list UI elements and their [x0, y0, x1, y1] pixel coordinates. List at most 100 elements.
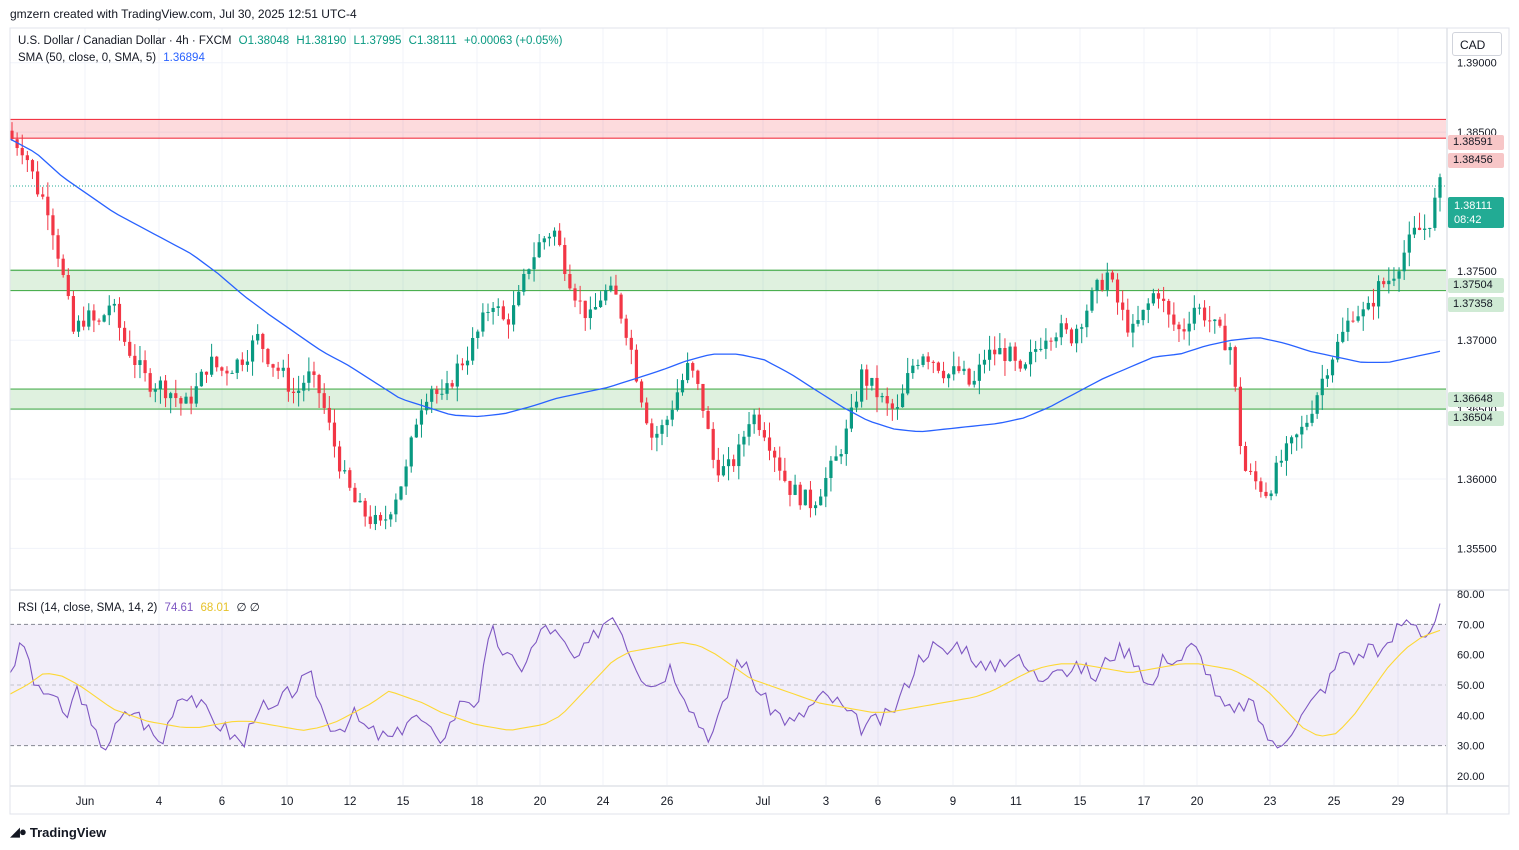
candle-body	[583, 300, 587, 319]
support-zone-1-bottom-tag: 1.37358	[1448, 297, 1504, 312]
candle-body	[1433, 197, 1437, 228]
candle-body	[1187, 323, 1191, 332]
last-price-value: 1.38111	[1454, 200, 1493, 212]
candle-body	[1300, 426, 1304, 435]
time-tick-label: 6	[875, 796, 881, 808]
candle-body	[511, 305, 516, 325]
rsi-label: RSI (14, close, SMA, 14, 2)	[18, 602, 158, 614]
candle-body	[1361, 309, 1365, 317]
candle-body	[312, 371, 316, 375]
sma-legend[interactable]: SMA (50, close, 0, SMA, 5) 1.36894	[18, 52, 209, 64]
candle-body	[353, 487, 357, 503]
candle-body	[619, 294, 623, 319]
candle-body	[1003, 348, 1007, 362]
candle-body	[1115, 279, 1120, 303]
chart-border	[9, 27, 1510, 815]
time-tick-label: 26	[661, 796, 674, 808]
candle-body	[204, 371, 209, 375]
candle-body	[76, 320, 81, 332]
candle-body	[435, 389, 439, 394]
candle-body	[133, 355, 137, 365]
candle-body	[184, 396, 188, 404]
time-tick-label: 15	[397, 796, 410, 808]
candle-body	[906, 373, 910, 394]
candle-body	[1090, 290, 1094, 311]
candle-body	[819, 496, 823, 506]
time-tick-label: 17	[1138, 796, 1151, 808]
candle-body	[1054, 337, 1058, 342]
candle-body	[808, 489, 813, 509]
time-tick-label: 24	[597, 796, 610, 808]
candle-body	[291, 391, 296, 393]
price-tick-label: 1.37000	[1457, 335, 1497, 347]
high-value: H1.38190	[296, 35, 347, 47]
candle-body	[1336, 341, 1340, 360]
candle-body	[839, 454, 843, 457]
candle-body	[665, 419, 669, 426]
rsi-tick-label: 20.00	[1457, 771, 1485, 783]
candle-body	[1284, 443, 1289, 461]
time-tick-label: 20	[1191, 796, 1204, 808]
candle-body	[343, 470, 347, 472]
candle-body	[261, 333, 265, 349]
candle-body	[276, 367, 280, 371]
candle-body	[1013, 346, 1017, 361]
candle-body	[911, 365, 915, 374]
candle-body	[952, 366, 956, 375]
candle-body	[1228, 347, 1232, 351]
candle-body	[1100, 279, 1104, 290]
time-tick-label: Jul	[756, 796, 771, 808]
candle-body	[798, 484, 802, 506]
candle-body	[773, 450, 777, 458]
candle-body	[481, 312, 485, 332]
tradingview-logo[interactable]: ◢● TradingView	[10, 824, 106, 840]
candle-body	[194, 386, 198, 404]
candle-body	[41, 194, 45, 197]
candle-body	[967, 368, 971, 385]
sma-line	[9, 138, 1441, 433]
candle-body	[476, 331, 480, 338]
candle-body	[1310, 413, 1314, 423]
candle-body	[250, 340, 255, 362]
candle-body	[1141, 309, 1145, 321]
candle-body	[568, 274, 572, 289]
rsi-tick-label: 40.00	[1457, 710, 1485, 722]
candle-body	[993, 349, 997, 355]
resistance-top-tag: 1.38591	[1448, 135, 1504, 150]
rsi-legend[interactable]: RSI (14, close, SMA, 14, 2) 74.61 68.01 …	[18, 600, 264, 614]
candle-body	[1249, 470, 1253, 472]
close-value: C1.38111	[408, 35, 457, 47]
candle-body	[1105, 272, 1109, 290]
candle-body	[1182, 329, 1186, 332]
candle-body	[143, 360, 147, 374]
candle-body	[138, 360, 142, 365]
time-tick-label: Jun	[76, 796, 95, 808]
brand-name: TradingView	[29, 824, 107, 840]
time-tick-label: 23	[1264, 796, 1277, 808]
candle-body	[1243, 446, 1248, 471]
candle-body	[317, 374, 321, 394]
candle-body	[1039, 348, 1043, 350]
candle-body	[593, 307, 598, 310]
candle-body	[752, 414, 756, 425]
candle-body	[491, 307, 495, 312]
candle-body	[102, 315, 106, 322]
candle-body	[297, 390, 301, 393]
candle-body	[117, 303, 122, 328]
candle-body	[880, 396, 884, 398]
candle-body	[189, 396, 193, 404]
candle-body	[169, 393, 173, 399]
rsi-tick-label: 60.00	[1457, 650, 1485, 662]
candle-body	[957, 366, 961, 372]
candle-body	[563, 245, 567, 275]
symbol-legend[interactable]: U.S. Dollar / Canadian Dollar · 4h · FXC…	[18, 35, 566, 47]
currency-button[interactable]: CAD	[1452, 32, 1502, 56]
candle-body	[460, 363, 465, 366]
candle-body	[123, 327, 127, 342]
candle-body	[348, 470, 352, 488]
candle-body	[987, 349, 992, 360]
candles	[10, 122, 1442, 531]
candle-body	[936, 362, 941, 371]
candle-body	[926, 356, 930, 362]
